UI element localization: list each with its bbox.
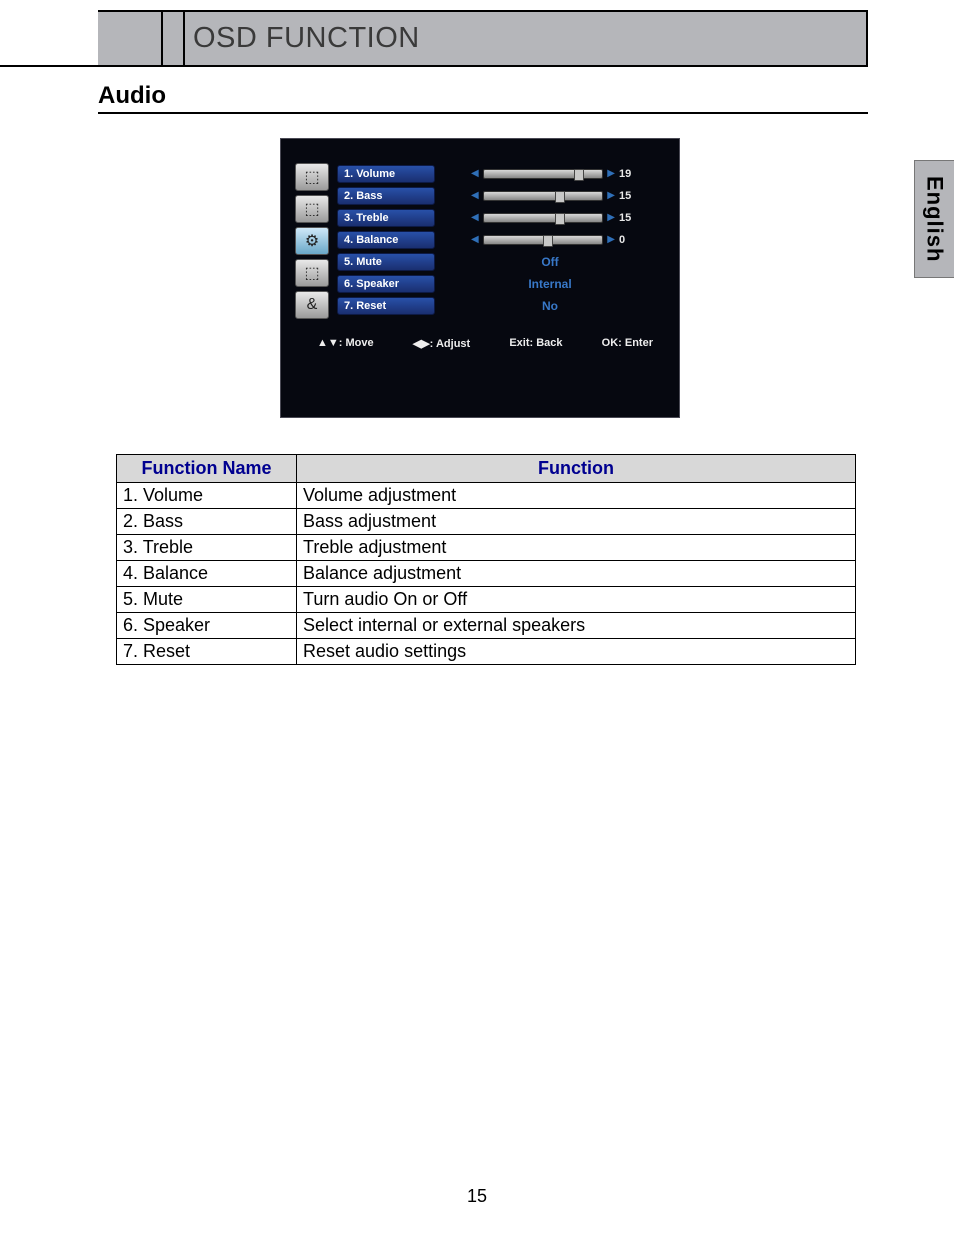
- osd-menu-row: 1. Volume ◀ ▶ 19: [337, 163, 665, 184]
- osd-slider: ◀ ▶ 0: [471, 234, 641, 246]
- table-cell-func: Bass adjustment: [297, 509, 856, 535]
- osd-tab-icon: &: [295, 291, 329, 319]
- header-divider: [98, 12, 163, 65]
- osd-menu-row: 3. Treble ◀ ▶ 15: [337, 207, 665, 228]
- osd-icon-column: ⬚ ⬚ ⚙ ⬚ &: [295, 163, 331, 319]
- osd-slider-track: [483, 191, 604, 201]
- table-cell-func: Balance adjustment: [297, 561, 856, 587]
- table-cell-name: 2. Bass: [117, 509, 297, 535]
- language-tab-label: English: [922, 176, 948, 262]
- osd-slider: ◀ ▶ 15: [471, 212, 641, 224]
- osd-tab-icon: ⬚: [295, 259, 329, 287]
- osd-hint-ok: OK: Enter: [602, 337, 653, 350]
- osd-menu-label: 6. Speaker: [337, 275, 435, 293]
- arrow-left-icon: ◀: [471, 212, 479, 223]
- table-cell-name: 7. Reset: [117, 639, 297, 665]
- osd-menu-row: 2. Bass ◀ ▶ 15: [337, 185, 665, 206]
- arrow-right-icon: ▶: [607, 212, 615, 223]
- osd-menu-label: 7. Reset: [337, 297, 435, 315]
- osd-slider-value: 15: [619, 190, 641, 202]
- osd-slider-track: [483, 213, 604, 223]
- osd-slider-thumb: [555, 213, 565, 225]
- section-underline: [98, 112, 868, 114]
- osd-tab-icon: ⬚: [295, 163, 329, 191]
- osd-text-value: Off: [495, 255, 605, 269]
- osd-menu-label: 2. Bass: [337, 187, 435, 205]
- osd-tab-icon: ⚙: [295, 227, 329, 255]
- table-header-name: Function Name: [117, 455, 297, 483]
- arrow-left-icon: ◀: [471, 190, 479, 201]
- arrow-right-icon: ▶: [607, 234, 615, 245]
- osd-slider-track: [483, 169, 604, 179]
- page-number: 15: [0, 1186, 954, 1207]
- osd-menu-list: 1. Volume ◀ ▶ 19 2. Bass ◀ ▶ 15 3. Treble ◀ ▶ 15 4. …: [337, 163, 665, 319]
- table-cell-func: Select internal or external speakers: [297, 613, 856, 639]
- osd-hint-move: ▲▼: Move: [317, 337, 374, 350]
- table-cell-func: Turn audio On or Off: [297, 587, 856, 613]
- table-cell-func: Volume adjustment: [297, 483, 856, 509]
- osd-text-value: No: [495, 299, 605, 313]
- osd-slider-value: 19: [619, 168, 641, 180]
- table-row: 5. MuteTurn audio On or Off: [117, 587, 856, 613]
- language-tab: English: [914, 160, 954, 278]
- table-cell-name: 1. Volume: [117, 483, 297, 509]
- osd-menu-row: 6. Speaker Internal: [337, 273, 665, 294]
- header-bar: OSD FUNCTION: [98, 10, 868, 65]
- arrow-right-icon: ▶: [607, 190, 615, 201]
- osd-slider-thumb: [574, 169, 584, 181]
- table-cell-name: 6. Speaker: [117, 613, 297, 639]
- osd-slider-thumb: [543, 235, 553, 247]
- table-row: 7. ResetReset audio settings: [117, 639, 856, 665]
- osd-slider-value: 15: [619, 212, 641, 224]
- osd-hint-exit: Exit: Back: [509, 337, 562, 350]
- osd-tab-icon: ⬚: [295, 195, 329, 223]
- table-header-func: Function: [297, 455, 856, 483]
- table-cell-func: Treble adjustment: [297, 535, 856, 561]
- table-row: 3. TrebleTreble adjustment: [117, 535, 856, 561]
- osd-menu-label: 4. Balance: [337, 231, 435, 249]
- table-cell-func: Reset audio settings: [297, 639, 856, 665]
- arrow-left-icon: ◀: [471, 168, 479, 179]
- section-heading: Audio: [98, 82, 166, 110]
- osd-slider: ◀ ▶ 15: [471, 190, 641, 202]
- osd-slider: ◀ ▶ 19: [471, 168, 641, 180]
- arrow-right-icon: ▶: [607, 168, 615, 179]
- table-cell-name: 3. Treble: [117, 535, 297, 561]
- header-underline: [0, 65, 868, 67]
- osd-menu-row: 4. Balance ◀ ▶ 0: [337, 229, 665, 250]
- osd-footer-hints: ▲▼: Move ◀▶: Adjust Exit: Back OK: Enter: [295, 319, 665, 350]
- arrow-left-icon: ◀: [471, 234, 479, 245]
- osd-slider-thumb: [555, 191, 565, 203]
- osd-hint-adjust: ◀▶: Adjust: [413, 337, 470, 350]
- osd-screenshot: ⬚ ⬚ ⚙ ⬚ & 1. Volume ◀ ▶ 19 2. Bass ◀ ▶ 15 3. Treble ◀…: [280, 138, 680, 418]
- header-divider: [163, 12, 185, 65]
- osd-menu-label: 1. Volume: [337, 165, 435, 183]
- osd-slider-value: 0: [619, 234, 641, 246]
- osd-menu-row: 7. Reset No: [337, 295, 665, 316]
- table-row: 4. BalanceBalance adjustment: [117, 561, 856, 587]
- osd-menu-row: 5. Mute Off: [337, 251, 665, 272]
- osd-menu-label: 3. Treble: [337, 209, 435, 227]
- table-row: 1. VolumeVolume adjustment: [117, 483, 856, 509]
- table-cell-name: 4. Balance: [117, 561, 297, 587]
- page-title: OSD FUNCTION: [185, 22, 420, 55]
- table-row: 6. SpeakerSelect internal or external sp…: [117, 613, 856, 639]
- osd-text-value: Internal: [495, 277, 605, 291]
- function-table: Function Name Function 1. VolumeVolume a…: [116, 454, 856, 665]
- table-row: 2. BassBass adjustment: [117, 509, 856, 535]
- osd-slider-track: [483, 235, 604, 245]
- table-cell-name: 5. Mute: [117, 587, 297, 613]
- osd-menu-label: 5. Mute: [337, 253, 435, 271]
